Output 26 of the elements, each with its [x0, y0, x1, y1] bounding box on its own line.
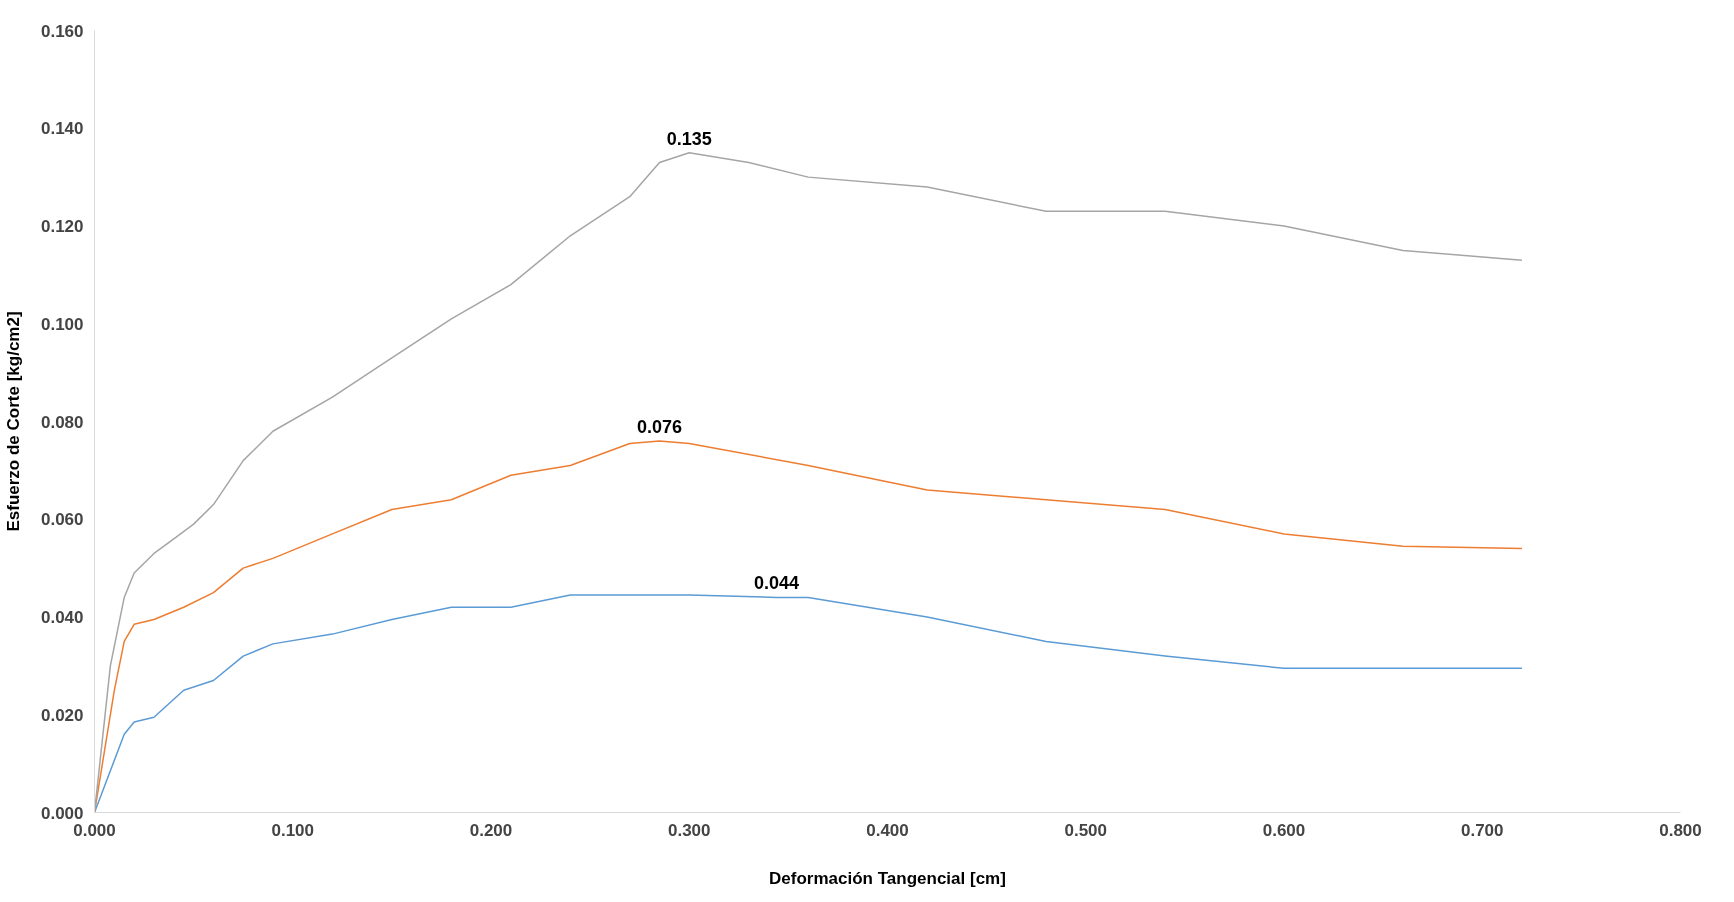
y-tick-label: 0.020: [40, 705, 84, 725]
y-tick-label: 0.000: [40, 803, 84, 823]
y-tick-label: 0.040: [40, 608, 84, 627]
x-tick-label: 0.200: [469, 820, 513, 840]
y-tick-label: 0.160: [40, 21, 84, 41]
y-tick-label: 0.080: [40, 412, 84, 432]
line-series: [94, 151, 1523, 813]
x-tick-label: 0.300: [667, 820, 711, 840]
annotation: 0.076: [636, 417, 683, 438]
y-tick-label: 0.100: [40, 314, 84, 334]
x-axis-title: Deformación Tangencial [cm]: [769, 868, 1006, 888]
x-tick-label: 0.400: [866, 820, 909, 840]
x-tick-label: 0.600: [1262, 820, 1306, 840]
y-axis-title: Esfuerzo de Corte [kg/cm2]: [3, 311, 23, 532]
x-tick-label: 0.100: [271, 820, 315, 840]
y-tick-label: 0.120: [40, 217, 84, 236]
x-tick-label: 0.700: [1460, 820, 1504, 840]
x-tick-label: 0.000: [73, 820, 116, 840]
annotation: 0.135: [666, 128, 712, 149]
x-tick-label: 0.800: [1659, 820, 1702, 840]
line-series: [94, 594, 1523, 813]
line-series: [94, 440, 1523, 813]
y-tick-label: 0.140: [40, 119, 84, 139]
annotation: 0.044: [753, 573, 799, 594]
x-tick-label: 0.500: [1064, 820, 1108, 840]
y-tick-label: 0.060: [40, 510, 84, 530]
